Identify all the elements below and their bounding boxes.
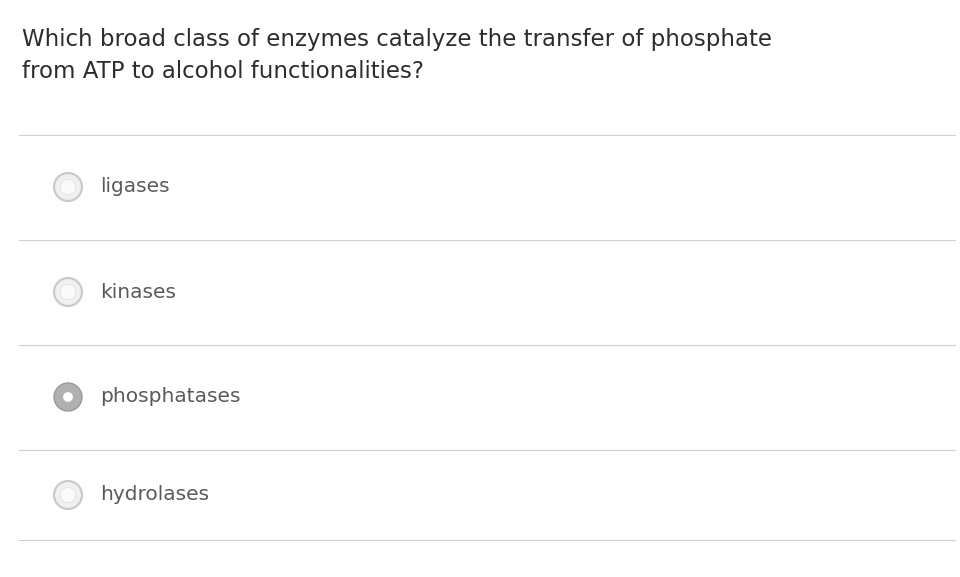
Text: Which broad class of enzymes catalyze the transfer of phosphate: Which broad class of enzymes catalyze th… — [22, 28, 772, 51]
Ellipse shape — [60, 488, 76, 503]
Ellipse shape — [63, 392, 73, 402]
Text: ligases: ligases — [100, 178, 170, 197]
Ellipse shape — [54, 278, 82, 306]
Ellipse shape — [60, 284, 76, 299]
Ellipse shape — [60, 179, 76, 194]
Text: hydrolases: hydrolases — [100, 485, 209, 504]
Ellipse shape — [54, 481, 82, 509]
Text: phosphatases: phosphatases — [100, 388, 241, 407]
Text: kinases: kinases — [100, 283, 176, 302]
Text: from ATP to alcohol functionalities?: from ATP to alcohol functionalities? — [22, 60, 424, 83]
Ellipse shape — [54, 173, 82, 201]
Ellipse shape — [54, 383, 82, 411]
